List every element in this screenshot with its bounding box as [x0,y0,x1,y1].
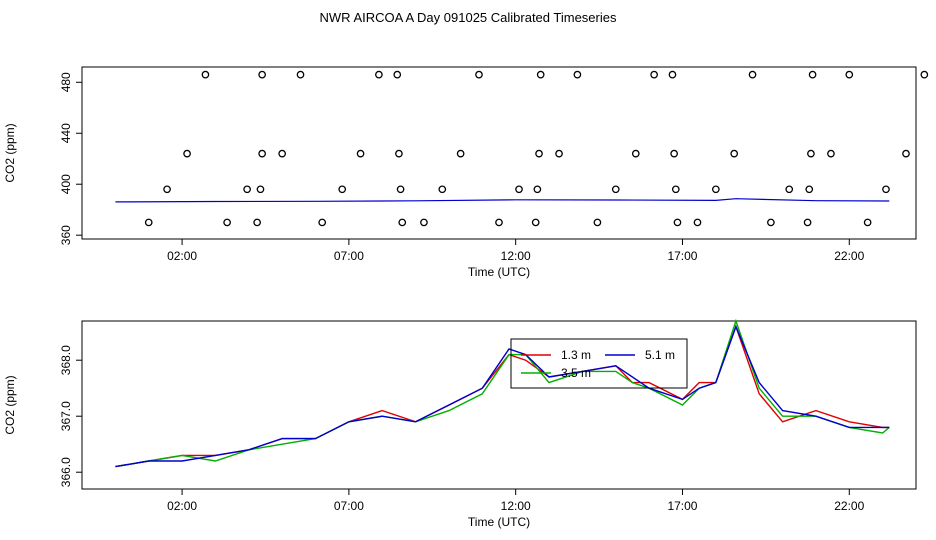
y-tick-label: 368.0 [59,345,73,375]
calibration-point [808,70,817,79]
calibration-panel: 02:00 07:00 12:00 17:00 22:00 Time (UTC) 360 40… [3,66,929,279]
calibration-point [668,70,677,79]
x-tick-label: 17:00 [667,499,697,513]
calibration-point [438,185,447,194]
baseline-line [115,198,890,203]
series-line [115,318,890,468]
y-tick-label: 366.0 [59,457,73,487]
legend-label: 1.3 m [561,348,591,362]
calibration-point [533,185,542,194]
calibration-point [767,218,775,227]
calibration-point [420,218,428,227]
series-line [115,324,890,468]
y-tick-label: 360 [59,225,73,245]
calibration-point [201,70,210,79]
legend-label: 3.5 m [561,366,591,380]
calibration-point [673,218,682,227]
x-tick-label: 12:00 [501,499,531,513]
calibration-point [396,185,405,194]
calibration-point [670,149,678,158]
legend-box [510,338,688,389]
calibration-point [611,185,620,194]
calibration-point [730,149,739,158]
calibration-point [631,149,640,158]
x-tick-label: 22:00 [834,499,864,513]
calibration-point [338,185,347,194]
calibration-point [863,218,872,227]
x-tick-label: 12:00 [501,249,531,263]
calibration-point [920,70,929,79]
calibration-point [671,185,680,194]
calibration-point [395,149,403,158]
calibration-point [398,218,407,227]
calibration-point [531,218,540,227]
calibration-point [495,218,503,227]
y-tick-label: 400 [59,174,73,194]
x-tick-label: 07:00 [334,499,364,513]
calibration-point [882,185,890,194]
calibration-point [144,218,153,227]
x-axis-label: Time (UTC) [468,515,530,529]
calibration-point [845,70,854,79]
calibration-point [693,218,702,227]
x-tick-label: 17:00 [667,249,697,263]
calibration-point [803,218,812,227]
calibration-point [256,185,265,194]
y-tick-label: 480 [59,72,73,92]
x-tick-label: 02:00 [167,499,197,513]
calibration-point [318,218,327,227]
calibration-point [243,185,251,194]
calibration-point [573,70,582,79]
plot-frame [81,320,917,490]
x-tick-label: 07:00 [334,249,364,263]
calibration-point [258,149,266,158]
calibration-point [593,218,602,227]
calibration-point [356,149,365,158]
calibration-point [535,149,543,158]
calibration-point [456,149,465,158]
calibration-point [183,149,191,158]
calibration-point [711,185,720,194]
y-axis-label: CO2 (ppm) [3,123,17,182]
calibration-point [253,218,261,227]
plot-frame [81,66,917,240]
calibration-point [748,70,757,79]
calibration-point [785,185,794,194]
calibration-point [555,149,563,158]
calibration-point [536,70,545,79]
calibration-point [807,149,815,158]
y-axis-label: CO2 (ppm) [3,375,17,434]
calibration-point [258,70,266,79]
calibration-point [163,185,171,194]
timeseries-panel: 02:00 07:00 12:00 17:00 22:00 Time (UTC) 366.0… [3,318,917,529]
calibration-point [650,70,658,79]
y-tick-label: 440 [59,123,73,143]
calibration-point [827,149,835,158]
calibration-point [375,70,383,79]
calibration-point [223,218,231,227]
calibration-point [278,149,287,158]
calibration-point [902,149,910,158]
calibration-point [805,185,814,194]
calibration-point [515,185,523,194]
x-tick-label: 02:00 [167,249,197,263]
calibration-point [393,70,402,79]
series-line [115,324,890,468]
x-tick-label: 22:00 [834,249,864,263]
x-axis-label: Time (UTC) [468,265,530,279]
calibration-point [475,70,483,79]
y-tick-label: 367.0 [59,401,73,431]
legend-label: 5.1 m [645,348,675,362]
calibration-point [296,70,305,79]
chart-title: NWR AIRCOA A Day 091025 Calibrated Times… [320,10,617,25]
